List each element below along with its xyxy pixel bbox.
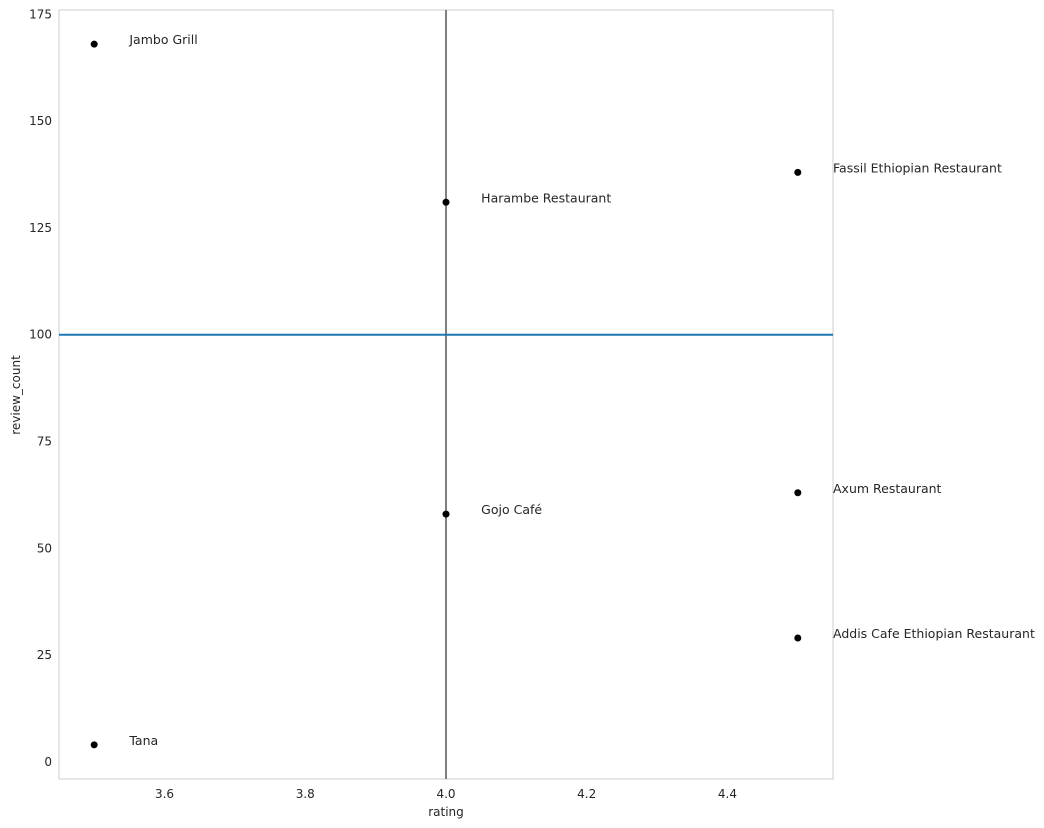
y-tick-label: 175 — [29, 7, 52, 21]
x-axis-label: rating — [428, 805, 464, 819]
data-point — [794, 168, 802, 176]
y-tick-label: 100 — [29, 328, 52, 342]
y-tick-label: 50 — [37, 541, 52, 555]
data-point-label: Jambo Grill — [128, 32, 197, 47]
point-labels: Jambo Grill Fassil Ethiopian Restaurant Ha… — [128, 32, 1035, 748]
y-axis-ticks: 0 25 50 75 100 125 150 175 — [29, 7, 52, 769]
data-point-label: Addis Cafe Ethiopian Restaurant — [833, 626, 1035, 641]
data-point-label: Gojo Café — [481, 502, 542, 517]
x-tick-label: 3.8 — [296, 787, 315, 801]
data-point — [794, 634, 802, 642]
y-tick-label: 75 — [37, 434, 52, 448]
y-tick-label: 0 — [44, 755, 52, 769]
data-point — [794, 489, 802, 497]
x-axis-ticks: 3.6 3.8 4.0 4.2 4.4 — [155, 787, 737, 801]
data-point-label: Harambe Restaurant — [481, 190, 611, 205]
reference-lines — [59, 10, 833, 779]
data-points — [90, 40, 802, 749]
x-tick-label: 4.2 — [577, 787, 596, 801]
x-tick-label: 4.4 — [718, 787, 737, 801]
x-tick-label: 4.0 — [436, 787, 455, 801]
y-tick-label: 150 — [29, 114, 52, 128]
data-point — [90, 741, 98, 749]
data-point — [90, 40, 98, 48]
y-tick-label: 125 — [29, 221, 52, 235]
data-point — [442, 510, 450, 518]
data-point-label: Fassil Ethiopian Restaurant — [833, 160, 1002, 175]
y-axis-label: review_count — [9, 355, 23, 435]
x-tick-label: 3.6 — [155, 787, 174, 801]
data-point — [442, 198, 450, 206]
data-point-label: Tana — [128, 733, 158, 748]
y-tick-label: 25 — [37, 648, 52, 662]
data-point-label: Axum Restaurant — [833, 481, 942, 496]
